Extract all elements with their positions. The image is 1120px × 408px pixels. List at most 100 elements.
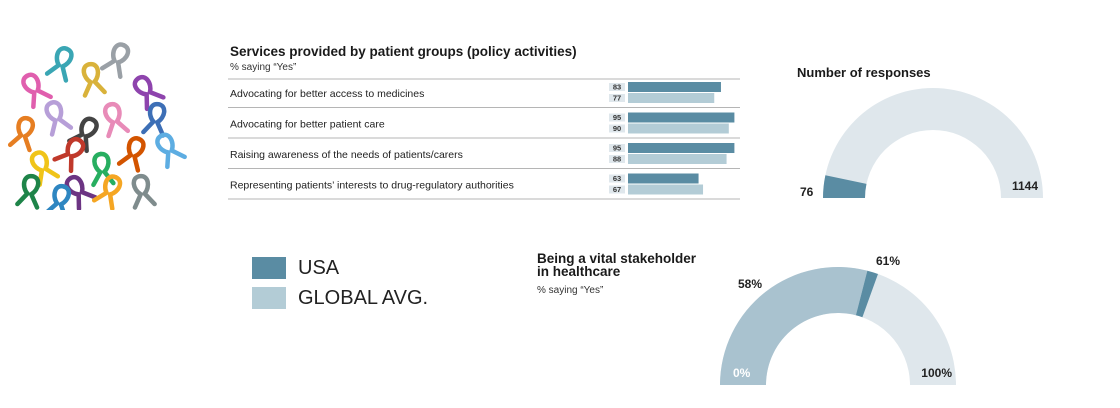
ribbon-right-strand: [83, 117, 99, 154]
ribbon-icon: [91, 174, 123, 210]
value-label-global: 90: [613, 124, 621, 133]
stakeholder-title-line-1: Being a vital stakeholder: [537, 251, 697, 266]
value-label-box: [609, 94, 625, 102]
ribbon-icon: [21, 72, 53, 110]
value-label-box: [609, 155, 625, 163]
ribbon-icon: [7, 115, 36, 153]
bar-global: [628, 184, 704, 195]
gauge-label-total: 1144: [1012, 179, 1038, 193]
ribbon-icon: [155, 132, 187, 170]
ribbon-left-strand: [7, 115, 30, 148]
ribbon-icon: [131, 173, 157, 210]
ribbon-icon: [99, 42, 131, 79]
ribbon-right-strand: [154, 101, 167, 138]
ribbon-icon: [81, 61, 107, 98]
ribbon-right-strand: [58, 184, 72, 210]
bar-usa: [628, 173, 699, 184]
ribbon-icon: [102, 101, 131, 139]
value-label-box: [609, 174, 625, 183]
ribbon-left-strand: [102, 102, 116, 139]
ribbon-left-strand: [29, 151, 45, 187]
stakeholder-subtitle: % saying “Yes”: [537, 285, 604, 296]
ribbon-right-strand: [158, 132, 187, 160]
ribbon-icon: [132, 74, 166, 112]
category-label: Advocating for better access to medicine…: [230, 88, 424, 100]
gauge-scale-min: 0%: [733, 366, 751, 380]
ribbon-right-strand: [137, 173, 157, 207]
legend: USA GLOBAL AVG.: [252, 253, 428, 313]
bar-chart-subtitle: % saying “Yes”: [230, 62, 297, 73]
value-label-box: [609, 124, 625, 133]
gauge-usa-segment: [855, 270, 878, 318]
legend-swatch-usa: [252, 257, 286, 279]
gauge-track: [823, 88, 1043, 198]
legend-label-usa: USA: [298, 256, 340, 279]
ribbon-right-strand: [67, 174, 98, 200]
responses-gauge: 76 1144: [800, 88, 1043, 199]
ribbon-left-strand: [81, 61, 94, 98]
legend-item-usa: USA: [252, 253, 428, 283]
gauge-label-usa: 76: [800, 185, 814, 199]
awareness-ribbons-illustration: [7, 42, 187, 210]
ribbon-right-strand: [22, 116, 36, 153]
gauge-label-usa: 61%: [876, 254, 900, 268]
ribbon-left-strand: [131, 173, 144, 210]
gauge-global-segment: [720, 267, 868, 385]
ribbon-right-strand: [98, 151, 116, 186]
ribbon-right-strand: [24, 72, 53, 100]
ribbon-left-strand: [44, 100, 59, 137]
ribbon-icon: [44, 100, 74, 137]
ribbon-right-strand: [108, 101, 131, 134]
stakeholder-title: Being a vital stakeholder in healthcare: [537, 251, 697, 279]
ribbon-icon: [29, 150, 61, 187]
bar-usa: [628, 143, 735, 153]
ribbon-right-strand: [59, 46, 74, 83]
ribbon-left-strand: [91, 174, 119, 203]
value-label-box: [609, 83, 625, 91]
ribbon-right-strand: [107, 175, 123, 210]
services-bar-chart: Advocating for better access to medicine…: [228, 78, 740, 200]
ribbon-left-strand: [116, 136, 142, 166]
bar-usa: [628, 112, 735, 123]
value-label-usa: 63: [613, 174, 621, 183]
ribbon-left-strand: [67, 116, 96, 144]
ribbon-icon: [141, 101, 167, 138]
bar-global: [628, 154, 727, 164]
stakeholder-gauge: 58% 61% 0% 100%: [720, 254, 956, 385]
ribbon-icon: [52, 136, 86, 174]
bar-usa: [628, 82, 721, 92]
ribbon-right-strand: [68, 138, 86, 174]
ribbon-icon: [67, 116, 99, 154]
category-label: Advocating for better patient care: [230, 119, 385, 131]
value-label-box: [609, 113, 625, 122]
ribbon-left-strand: [141, 101, 161, 135]
ribbon-right-strand: [33, 150, 61, 179]
value-label-usa: 95: [613, 113, 621, 122]
ribbon-icon: [44, 46, 74, 83]
ribbon-right-strand: [28, 173, 41, 210]
ribbon-icon: [43, 183, 72, 210]
ribbon-right-strand: [115, 43, 131, 79]
category-label: Raising awareness of the needs of patien…: [230, 149, 463, 161]
ribbon-icon: [116, 136, 146, 173]
responses-title: Number of responses: [797, 65, 931, 80]
value-label-box: [609, 185, 625, 194]
ribbon-left-strand: [15, 173, 35, 207]
ribbon-left-strand: [44, 46, 70, 76]
gauge-usa-segment: [823, 175, 867, 198]
gauge-scale-max: 100%: [921, 366, 952, 380]
value-label-global: 67: [613, 185, 621, 194]
ribbon-left-strand: [52, 136, 83, 162]
ribbon-icon: [15, 173, 41, 210]
ribbon-left-strand: [99, 42, 127, 71]
ribbon-icon: [91, 151, 116, 188]
ribbon-right-strand: [131, 136, 146, 173]
value-label-box: [609, 144, 625, 152]
value-label-usa: 83: [613, 83, 621, 92]
ribbon-right-strand: [87, 61, 107, 95]
category-label: Representing patients’ interests to drug…: [230, 180, 514, 192]
bar-global: [628, 123, 729, 134]
legend-swatch-global: [252, 287, 286, 309]
legend-label-global: GLOBAL AVG.: [298, 286, 429, 309]
value-label-global: 88: [613, 155, 621, 164]
